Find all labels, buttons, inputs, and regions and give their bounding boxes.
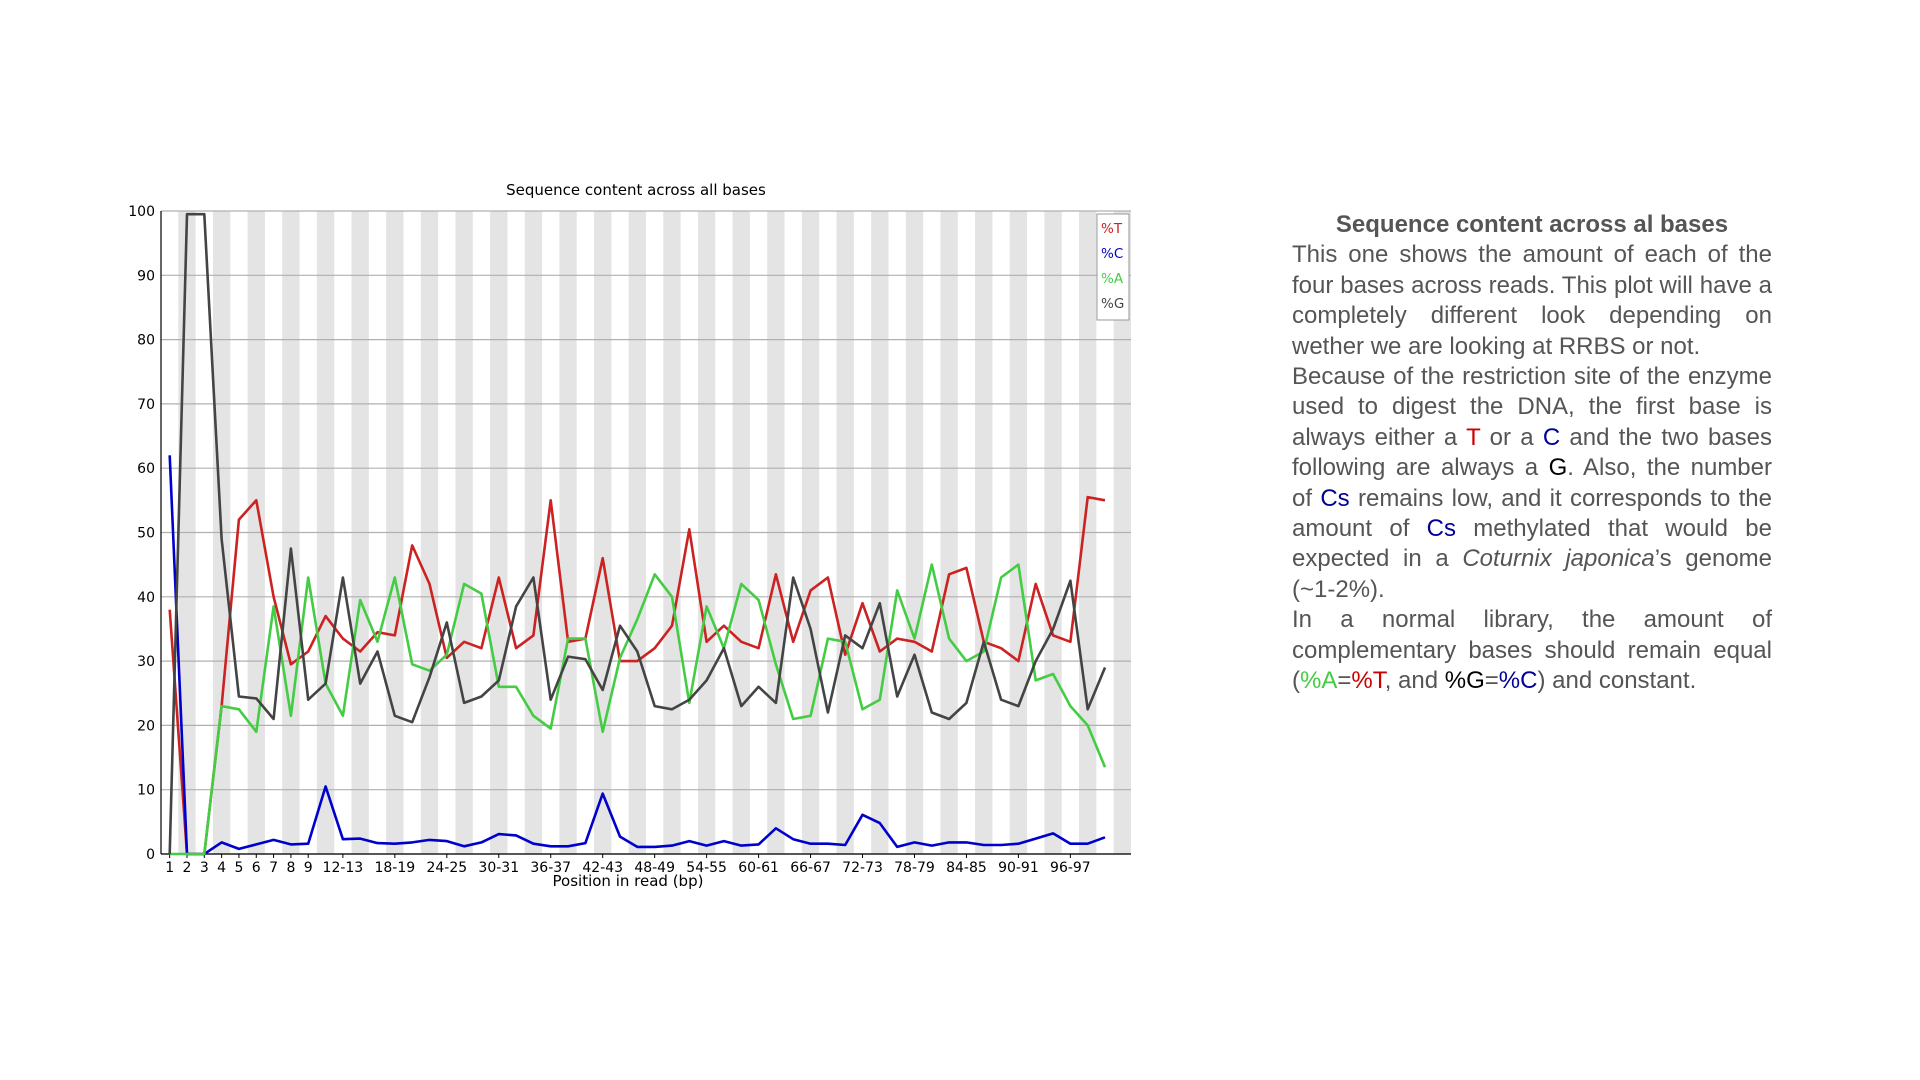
p2-text-1: Because of the restriction site of the e… bbox=[1292, 363, 1772, 451]
p2-text-3: and the two bases following are always a bbox=[1292, 423, 1772, 482]
x-tick-label: 4 bbox=[217, 860, 226, 876]
cs-label-1: Cs bbox=[1320, 484, 1350, 512]
x-tick-label: 48-49 bbox=[634, 860, 675, 876]
y-tick-label: 40 bbox=[137, 590, 155, 606]
y-tick-label: 70 bbox=[137, 397, 155, 413]
chart-title: Sequence content across all bases bbox=[506, 181, 766, 199]
x-tick-label: 2 bbox=[183, 860, 192, 876]
x-axis-ticks: 1 2 3 4 5 6 7 8 9 12-13 18-19 24-25 30-31 36-37 42-43 4… bbox=[165, 854, 1091, 876]
x-tick-label: 36-37 bbox=[530, 860, 571, 876]
base-c-label: C bbox=[1542, 423, 1561, 451]
p2-text-4: . Also, the number of bbox=[1292, 454, 1772, 512]
series-line-pct-t bbox=[168, 495, 1106, 856]
p3-text-2: , and bbox=[1384, 667, 1445, 695]
legend-label-pct-t: %T bbox=[1101, 221, 1123, 237]
y-tick-label: 100 bbox=[128, 204, 155, 220]
x-tick-label: 78-79 bbox=[894, 860, 935, 876]
y-tick-label: 20 bbox=[137, 718, 155, 734]
x-tick-label: 90-91 bbox=[998, 860, 1039, 876]
description-paragraph-1: This one shows the amount of each of the… bbox=[1292, 241, 1772, 360]
pct-g-label: %G bbox=[1444, 667, 1485, 695]
base-g-label: G bbox=[1548, 454, 1568, 482]
y-tick-label: 60 bbox=[137, 461, 155, 477]
pct-t-label: %T bbox=[1351, 667, 1385, 695]
legend-label-pct-g: %G bbox=[1101, 296, 1124, 312]
series-lines bbox=[168, 212, 1107, 856]
y-tick-label: 50 bbox=[137, 526, 155, 542]
y-axis-ticks: 0 10 20 30 40 50 60 70 80 90 100 bbox=[128, 204, 155, 863]
x-tick-label: 72-73 bbox=[842, 860, 883, 876]
description-paragraph-3: In a normal library, the amount of compl… bbox=[1292, 605, 1772, 696]
x-tick-label: 18-19 bbox=[374, 860, 415, 876]
x-tick-label: 96-97 bbox=[1050, 860, 1091, 876]
y-tick-label: 90 bbox=[137, 268, 155, 284]
x-tick-label: 12-13 bbox=[323, 860, 364, 876]
legend-label-pct-a: %A bbox=[1101, 271, 1124, 287]
x-axis-label: Position in read (bp) bbox=[553, 872, 704, 890]
legend-label-pct-c: %C bbox=[1101, 246, 1123, 262]
x-tick-label: 1 bbox=[165, 860, 174, 876]
y-tick-label: 30 bbox=[137, 654, 155, 670]
x-tick-label: 8 bbox=[286, 860, 295, 876]
y-tick-label: 10 bbox=[137, 783, 155, 799]
x-tick-label: 84-85 bbox=[946, 860, 987, 876]
legend: %T %C %A %G bbox=[1096, 213, 1130, 321]
legend-box bbox=[1096, 213, 1130, 321]
x-tick-label: 60-61 bbox=[738, 860, 779, 876]
description-paragraph-2: Because of the restriction site of the e… bbox=[1292, 362, 1772, 605]
base-t-label: T bbox=[1466, 423, 1481, 451]
p2-text-7: ’s genome (~1-2%). bbox=[1292, 545, 1773, 603]
sequence-content-chart: Sequence content across all bases 0 10 20 3… bbox=[128, 181, 1131, 890]
series-line-pct-g bbox=[168, 212, 1107, 855]
x-tick-label: 3 bbox=[200, 860, 209, 876]
x-tick-label: 9 bbox=[304, 860, 313, 876]
cs-label-2: Cs bbox=[1426, 515, 1456, 543]
pct-a-label: %A bbox=[1300, 667, 1338, 695]
equals-sign-1: = bbox=[1337, 667, 1352, 695]
description-panel: Sequence content across al bases This on… bbox=[1292, 210, 1772, 697]
y-tick-label: 80 bbox=[137, 333, 155, 349]
y-tick-label: 0 bbox=[146, 847, 155, 863]
p3-text-3: ) and constant. bbox=[1537, 667, 1697, 695]
x-tick-label: 7 bbox=[269, 860, 278, 876]
p2-text-6: methylated that would be expected in a bbox=[1292, 515, 1772, 573]
x-tick-label: 6 bbox=[252, 860, 261, 876]
x-tick-label: 24-25 bbox=[426, 860, 467, 876]
p2-text-2: or a bbox=[1480, 423, 1543, 451]
x-tick-label: 42-43 bbox=[582, 860, 623, 876]
x-tick-label: 66-67 bbox=[790, 860, 831, 876]
species-name: Coturnix japonica bbox=[1462, 545, 1655, 573]
plot-frame bbox=[160, 211, 1131, 855]
x-tick-label: 30-31 bbox=[478, 860, 519, 876]
p3-text-1: In a normal library, the amount of compl… bbox=[1292, 606, 1772, 695]
series-line-pct-c bbox=[168, 455, 1106, 856]
equals-sign-2: = bbox=[1484, 667, 1499, 695]
pct-c-label: %C bbox=[1498, 667, 1538, 695]
x-tick-label: 54-55 bbox=[686, 860, 727, 876]
description-title: Sequence content across al bases bbox=[1335, 211, 1729, 238]
x-tick-label: 5 bbox=[234, 860, 243, 876]
p2-text-5: remains low, and it corresponds to the a… bbox=[1292, 484, 1772, 543]
